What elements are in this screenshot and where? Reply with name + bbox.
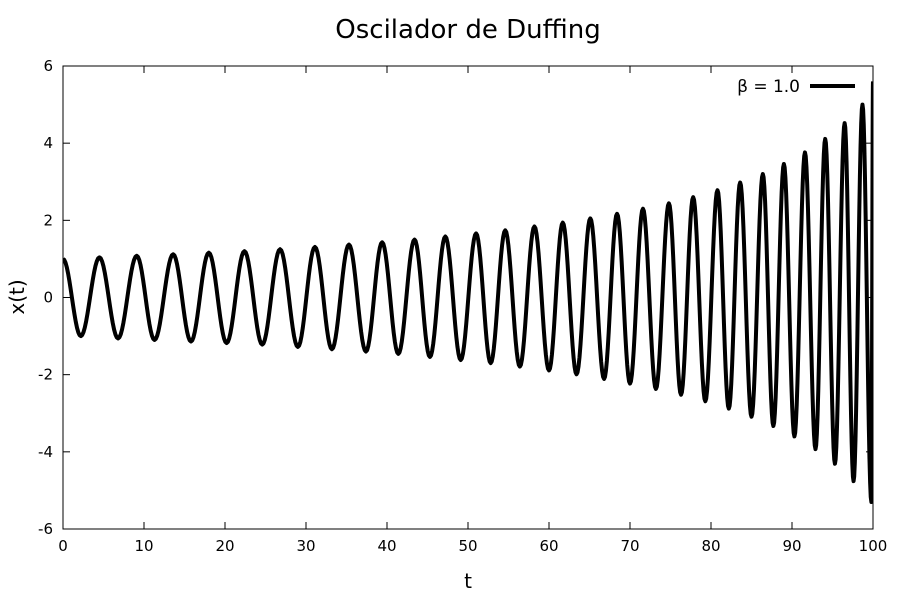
x-tick-label: 0 [58, 537, 68, 555]
series-line [63, 81, 873, 504]
y-tick-label: -6 [38, 520, 53, 538]
y-tick-label: 6 [43, 57, 53, 75]
legend: β = 1.0 [737, 77, 855, 97]
y-axis-label: x(t) [5, 279, 29, 314]
x-tick-label: 30 [296, 537, 315, 555]
x-tick-label: 70 [620, 537, 639, 555]
x-tick-label: 10 [134, 537, 153, 555]
y-tick-label: 2 [43, 211, 53, 229]
x-tick-label: 90 [782, 537, 801, 555]
x-tick-label: 50 [458, 537, 477, 555]
x-axis-ticks: 0 10 20 30 40 50 60 70 80 90 100 [58, 66, 887, 555]
x-tick-label: 20 [215, 537, 234, 555]
y-tick-label: 4 [43, 134, 53, 152]
x-tick-label: 80 [701, 537, 720, 555]
y-tick-label: -4 [38, 443, 53, 461]
chart-title: Oscilador de Duffing [335, 15, 600, 45]
x-tick-label: 60 [539, 537, 558, 555]
series-layer [63, 81, 873, 504]
y-tick-label: 0 [43, 289, 53, 307]
x-tick-label: 40 [377, 537, 396, 555]
x-tick-label: 100 [859, 537, 888, 555]
x-axis-label: t [464, 569, 472, 593]
legend-label: β = 1.0 [737, 77, 800, 97]
y-tick-label: -2 [38, 366, 53, 384]
y-axis-ticks: -6 -4 -2 0 2 4 6 [38, 57, 873, 538]
